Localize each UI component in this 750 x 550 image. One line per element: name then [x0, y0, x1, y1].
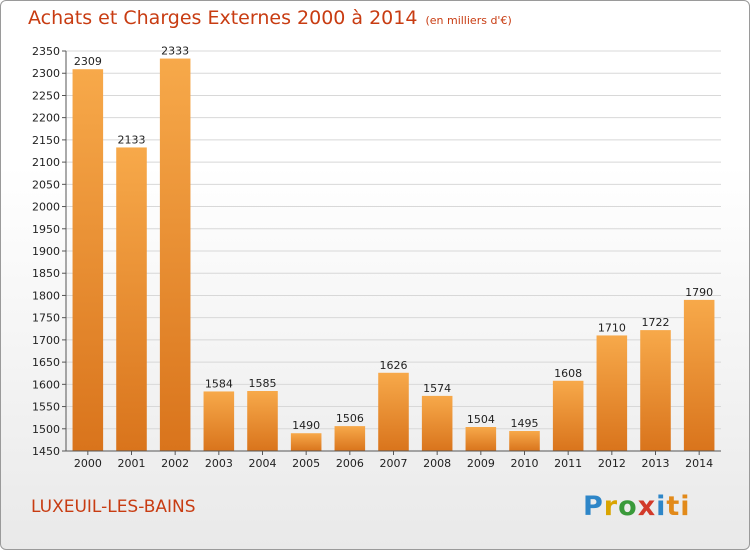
- bar-value-label: 1504: [467, 413, 495, 426]
- proxiti-logo: Proxiti: [583, 491, 691, 522]
- x-tick-label: 2003: [205, 457, 233, 470]
- y-tick-label: 2200: [32, 112, 60, 125]
- x-tick-label: 2010: [511, 457, 539, 470]
- y-tick-label: 1950: [32, 223, 60, 236]
- logo-letter: r: [603, 491, 619, 522]
- city-name: LUXEUIL-LES-BAINS: [31, 497, 196, 517]
- x-tick-label: 2013: [642, 457, 670, 470]
- logo-letter: x: [637, 491, 657, 522]
- bars: 2309 2133 2333 1584 1585 1490 1506 1626 1574 1504…: [72, 45, 715, 452]
- y-tick-label: 2300: [32, 67, 60, 80]
- y-tick-label: 1550: [32, 401, 60, 414]
- logo-letter: ti: [666, 491, 691, 522]
- bar: [378, 372, 409, 451]
- logo-letter: o: [618, 491, 638, 522]
- axes: 1450 1500 1550 1600 1650 1700 1750 1800 1850 1900…: [32, 45, 721, 470]
- y-tick-label: 1600: [32, 378, 60, 391]
- y-tick-label: 1750: [32, 312, 60, 325]
- logo-letter: i: [656, 491, 667, 522]
- bar: [640, 330, 671, 451]
- bar-value-label: 1584: [205, 377, 233, 390]
- bar: [334, 426, 366, 451]
- x-tick-label: 2005: [292, 457, 320, 470]
- bar: [116, 147, 147, 451]
- bar-value-label: 1710: [598, 321, 626, 334]
- bar-value-label: 1722: [642, 316, 670, 329]
- bar: [683, 299, 715, 451]
- x-tick-label: 2008: [423, 457, 451, 470]
- x-tick-label: 2000: [74, 457, 102, 470]
- bar-value-label: 1626: [380, 359, 408, 372]
- bar: [596, 335, 628, 451]
- x-tick-label: 2006: [336, 457, 364, 470]
- y-tick-label: 2250: [32, 89, 60, 102]
- y-tick-label: 2000: [32, 201, 60, 214]
- x-tick-label: 2004: [249, 457, 277, 470]
- bar-value-label: 1506: [336, 412, 364, 425]
- bar: [509, 431, 540, 451]
- logo-letter: P: [583, 491, 604, 522]
- x-tick-label: 2012: [598, 457, 626, 470]
- bar: [72, 69, 104, 451]
- y-tick-label: 2350: [32, 45, 60, 58]
- y-tick-label: 1650: [32, 356, 60, 369]
- x-tick-label: 2001: [118, 457, 146, 470]
- x-tick-label: 2002: [161, 457, 189, 470]
- bar-value-label: 1495: [511, 417, 539, 430]
- bar-value-label: 1490: [292, 419, 320, 432]
- bar-value-label: 2133: [118, 133, 146, 146]
- bar-value-label: 1608: [554, 367, 582, 380]
- bar-value-label: 2333: [161, 45, 189, 58]
- x-tick-label: 2007: [380, 457, 408, 470]
- bar: [247, 391, 278, 451]
- bar-value-label: 1585: [249, 377, 277, 390]
- chart-subtitle: (en milliers d'€): [425, 14, 512, 27]
- x-tick-label: 2014: [685, 457, 713, 470]
- bar: [203, 391, 235, 451]
- bar-value-label: 2309: [74, 55, 102, 68]
- y-tick-label: 2050: [32, 178, 60, 191]
- y-tick-label: 1800: [32, 289, 60, 302]
- y-tick-label: 2150: [32, 134, 60, 147]
- bar-value-label: 1790: [685, 286, 713, 299]
- bar: [421, 395, 453, 451]
- chart-title: Achats et Charges Externes 2000 à 2014: [28, 7, 418, 29]
- y-tick-label: 2100: [32, 156, 60, 169]
- bar: [290, 433, 322, 451]
- bar: [159, 58, 191, 452]
- y-tick-label: 1850: [32, 267, 60, 280]
- y-tick-label: 1450: [32, 445, 60, 458]
- x-tick-label: 2011: [554, 457, 582, 470]
- bar-value-label: 1574: [423, 382, 451, 395]
- title-row: Achats et Charges Externes 2000 à 2014 (e…: [28, 7, 512, 29]
- y-tick-label: 1900: [32, 245, 60, 258]
- y-tick-label: 1500: [32, 423, 60, 436]
- bar: [552, 380, 584, 451]
- bar: [465, 427, 497, 451]
- x-tick-label: 2009: [467, 457, 495, 470]
- y-tick-label: 1700: [32, 334, 60, 347]
